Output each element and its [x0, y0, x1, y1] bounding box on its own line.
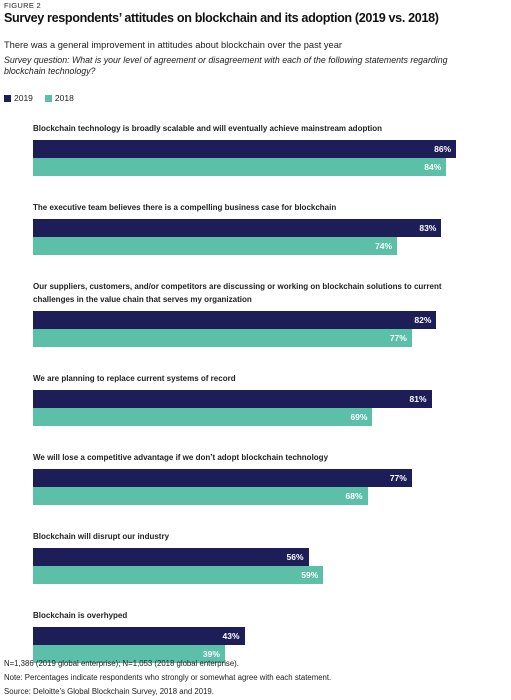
plot: Blockchain technology is broadly scalabl…: [33, 122, 503, 688]
value-label: 82%: [414, 315, 432, 325]
subtitle: There was a general improvement in attit…: [4, 40, 342, 50]
note: N=1,386 (2019 global enterprise); N=1,05…: [4, 659, 239, 668]
bar: 77%: [33, 469, 412, 487]
bar-group: Blockchain is overhyped 43% 39%: [33, 609, 503, 663]
value-label: 39%: [202, 649, 220, 659]
value-label: 56%: [286, 552, 304, 562]
legend-item: 2018: [44, 93, 74, 103]
note: Source: Deloitte’s Global Blockchain Sur…: [4, 687, 214, 696]
value-label: 84%: [424, 162, 442, 172]
value-label: 74%: [375, 241, 393, 251]
category-label: We are planning to replace current syste…: [33, 374, 236, 383]
value-label: 77%: [389, 473, 407, 483]
survey-question: Survey question: What is your level of a…: [4, 55, 448, 76]
value-label: 43%: [222, 631, 240, 641]
category-label: Blockchain is overhyped: [33, 611, 128, 620]
bar: 68%: [33, 487, 368, 505]
value-label: 86%: [434, 144, 452, 154]
bar: 81%: [33, 390, 432, 408]
note: Note: Percentages indicate respondents w…: [4, 673, 332, 682]
bar-group: Blockchain will disrupt our industry 56% 5…: [33, 530, 503, 584]
chart-title: Survey respondents’ attitudes on blockch…: [4, 11, 439, 25]
bar: 83%: [33, 219, 442, 237]
bar: 74%: [33, 237, 398, 255]
legend-swatch: [4, 95, 11, 102]
bar: 77%: [33, 329, 412, 347]
value-label: 77%: [389, 333, 407, 343]
bar-group: Our suppliers, customers, and/or competi…: [33, 280, 503, 347]
bar: 69%: [33, 408, 373, 426]
bar-group: The executive team believes there is a c…: [33, 201, 503, 255]
legend: 2019 2018: [4, 93, 74, 103]
notes: N=1,386 (2019 global enterprise); N=1,05…: [4, 657, 331, 699]
figure-label: FIGURE 2: [4, 1, 41, 10]
legend-label: 2018: [54, 93, 74, 103]
value-label: 69%: [350, 412, 368, 422]
category-label: Blockchain technology is broadly scalabl…: [33, 124, 382, 133]
value-label: 59%: [301, 570, 319, 580]
bar: 84%: [33, 158, 447, 176]
bar-group: We are planning to replace current syste…: [33, 372, 503, 426]
category-label: Blockchain will disrupt our industry: [33, 532, 170, 541]
value-label: 68%: [345, 491, 363, 501]
value-label: 81%: [409, 394, 427, 404]
bar: 56%: [33, 548, 309, 566]
bar-group: Blockchain technology is broadly scalabl…: [33, 122, 503, 176]
bar-group: We will lose a competitive advantage if …: [33, 451, 503, 505]
bar: 86%: [33, 140, 457, 158]
category-label: Our suppliers, customers, and/or competi…: [33, 282, 442, 304]
bar: 39%: [33, 645, 225, 663]
legend-label: 2019: [14, 93, 33, 103]
category-label: The executive team believes there is a c…: [33, 203, 337, 212]
bar: 43%: [33, 627, 245, 645]
value-label: 83%: [419, 223, 437, 233]
legend-swatch: [44, 95, 52, 102]
bar: 82%: [33, 311, 437, 329]
bar: 59%: [33, 566, 324, 584]
category-label: We will lose a competitive advantage if …: [33, 453, 329, 462]
legend-item: 2019: [4, 93, 33, 103]
